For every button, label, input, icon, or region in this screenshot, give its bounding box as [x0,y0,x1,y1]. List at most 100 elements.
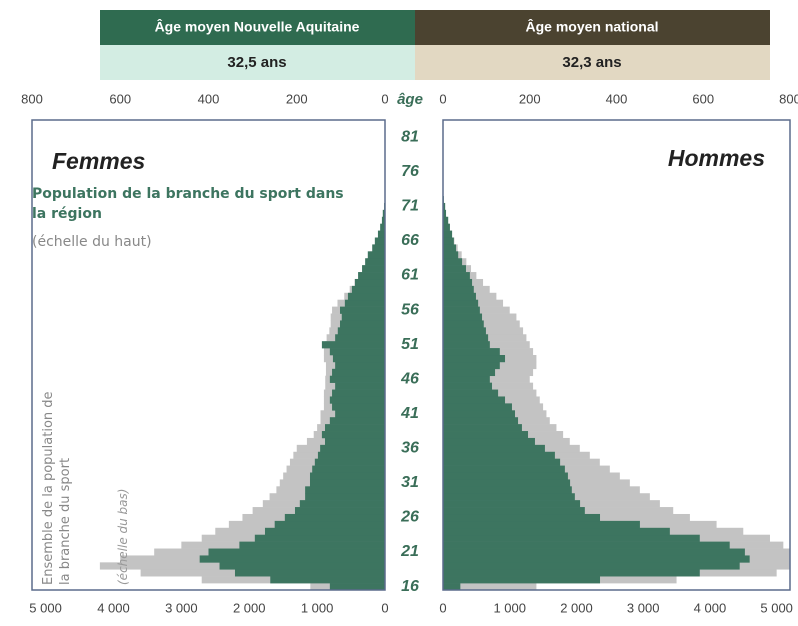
bottom-tick-label: 4 000 [694,600,727,615]
bar [294,507,385,515]
top-tick-label: 200 [286,91,308,106]
header-region-label: Âge moyen Nouvelle Aquitaine [155,18,360,35]
bar [443,444,545,453]
bar [443,244,457,252]
bar [320,444,385,453]
bar [443,548,745,556]
bar [347,292,385,301]
bar [337,327,385,335]
bar [264,527,385,536]
bar [443,202,446,211]
top-tick-label: 0 [439,91,446,106]
bar [358,272,385,280]
bar [365,258,385,266]
age-tick-label: 76 [401,163,419,180]
age-tick-label: 21 [400,543,419,560]
bar [329,583,385,591]
bar [443,576,601,584]
age-tick-label: 46 [400,370,419,387]
region-value: 32,5 ans [227,54,286,71]
bar [443,327,486,335]
bar [443,396,506,404]
bar [443,541,730,549]
bar [321,341,385,349]
bar [208,548,385,556]
bar [354,278,385,287]
bar [324,437,385,446]
bar [443,417,519,425]
bar [305,493,385,501]
bar [305,486,385,494]
age-tick-label: 41 [400,405,419,422]
bar [443,555,750,563]
bar [443,583,537,591]
top-tick-label: 0 [381,91,388,106]
age-tick-label: 61 [401,267,419,284]
bar [335,361,385,370]
bar [443,437,535,446]
bottom-tick-label: 2 000 [560,600,593,615]
bar [332,389,385,397]
panel-frame-left [31,119,386,591]
bar [309,472,385,480]
bar [329,375,385,383]
bar [314,458,385,466]
age-label: âge [397,91,423,108]
bottom-tick-label: 0 [439,600,446,615]
bar [443,265,466,273]
age-tick-label: 51 [401,336,419,353]
bar [443,513,601,522]
bar [284,513,385,522]
bar [332,355,385,363]
legend-total: Ensemble de la population de la branche … [41,391,73,585]
region-value-box [100,45,415,80]
bottom-tick-label: 5 000 [760,600,793,615]
bar [239,541,385,549]
bar [443,272,470,280]
bar [443,216,449,224]
age-tick-label: 31 [401,474,419,491]
bar [332,368,385,377]
bar [380,223,385,231]
bar [199,555,385,563]
bar [377,230,385,238]
bar [443,382,493,390]
bottom-tick-label: 5 000 [29,600,62,615]
bar [372,244,385,252]
bar [335,382,385,390]
bar [443,355,506,363]
bar [443,520,640,529]
bar [443,237,454,245]
bar [443,292,476,301]
bar [443,410,516,418]
bar [443,285,474,294]
panel-frame-right [442,119,791,591]
header-national-label: Âge moyen national [525,18,658,35]
age-tick-label: 71 [401,198,419,215]
bar [329,348,385,356]
bar [312,465,385,473]
top-tick-label: 200 [519,91,541,106]
top-tick-label: 600 [109,91,131,106]
bottom-tick-label: 2 000 [233,600,266,615]
panel-title: Femmes [52,148,145,174]
bottom-tick-label: 4 000 [97,600,130,615]
bar [443,334,489,342]
bar [443,507,585,515]
bar [443,375,490,383]
top-tick-label: 400 [198,91,220,106]
top-tick-label: 800 [779,91,798,106]
age-tick-label: 66 [401,232,419,249]
panel-title: Hommes [668,145,765,171]
bar [339,320,385,328]
bar [443,306,480,314]
bar [443,251,459,259]
bar [274,520,385,529]
bar [374,237,385,245]
bar [443,569,700,577]
bar [443,458,561,466]
national-value: 32,3 ans [562,54,621,71]
top-tick-label: 600 [692,91,714,106]
bar [443,472,568,480]
bar [351,285,385,294]
